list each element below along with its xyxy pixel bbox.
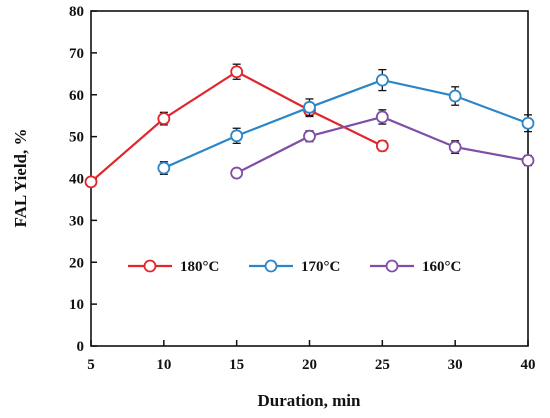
data-point xyxy=(448,140,462,154)
plot-frame xyxy=(90,10,529,347)
x-tick-label: 15 xyxy=(229,357,244,373)
data-point xyxy=(375,73,389,87)
data-point xyxy=(303,100,316,114)
series-3 xyxy=(230,109,535,180)
data-point xyxy=(521,154,535,167)
data-point xyxy=(230,129,244,143)
y-tick-label: 70 xyxy=(69,46,84,62)
y-tick-label: 60 xyxy=(69,88,84,104)
y-tick-label: 50 xyxy=(69,130,84,146)
legend-label: 180°C xyxy=(180,259,219,275)
legend: 180°C 170°C 160°C xyxy=(128,259,461,275)
series-1 xyxy=(84,63,389,189)
legend-item: 160°C xyxy=(370,259,461,275)
data-point xyxy=(230,166,244,180)
data-point xyxy=(448,89,462,103)
y-axis-title: FAL Yield, % xyxy=(11,128,30,227)
x-tick-label: 25 xyxy=(375,357,390,373)
x-axis: 5 10 15 20 25 30 40 xyxy=(87,340,536,373)
series-line xyxy=(90,70,383,183)
data-point xyxy=(303,129,316,143)
y-tick-label: 0 xyxy=(77,339,85,355)
x-tick-label: 30 xyxy=(448,357,463,373)
data-point xyxy=(84,175,98,189)
y-tick-label: 40 xyxy=(69,172,84,188)
y-axis: 0 10 20 30 40 50 60 70 80 xyxy=(69,4,97,355)
series-line xyxy=(163,78,529,170)
x-axis-title: Duration, min xyxy=(258,391,362,410)
series-layer xyxy=(84,63,535,189)
legend-item: 170°C xyxy=(249,259,340,275)
data-point xyxy=(521,116,535,130)
data-point xyxy=(157,112,171,126)
x-tick-label: 10 xyxy=(156,357,171,373)
data-point xyxy=(375,110,389,124)
data-point xyxy=(157,161,171,175)
legend-item: 180°C xyxy=(128,259,219,275)
y-tick-label: 10 xyxy=(69,297,84,313)
x-tick-label: 5 xyxy=(87,357,95,373)
x-tick-label: 40 xyxy=(521,357,536,373)
y-tick-label: 80 xyxy=(69,4,84,20)
data-point xyxy=(375,139,389,153)
data-point xyxy=(230,65,244,79)
series-2 xyxy=(157,68,535,175)
legend-label: 170°C xyxy=(301,259,340,275)
x-tick-label: 20 xyxy=(302,357,317,373)
y-tick-label: 30 xyxy=(69,213,84,229)
legend-label: 160°C xyxy=(422,259,461,275)
y-tick-label: 20 xyxy=(69,255,84,271)
